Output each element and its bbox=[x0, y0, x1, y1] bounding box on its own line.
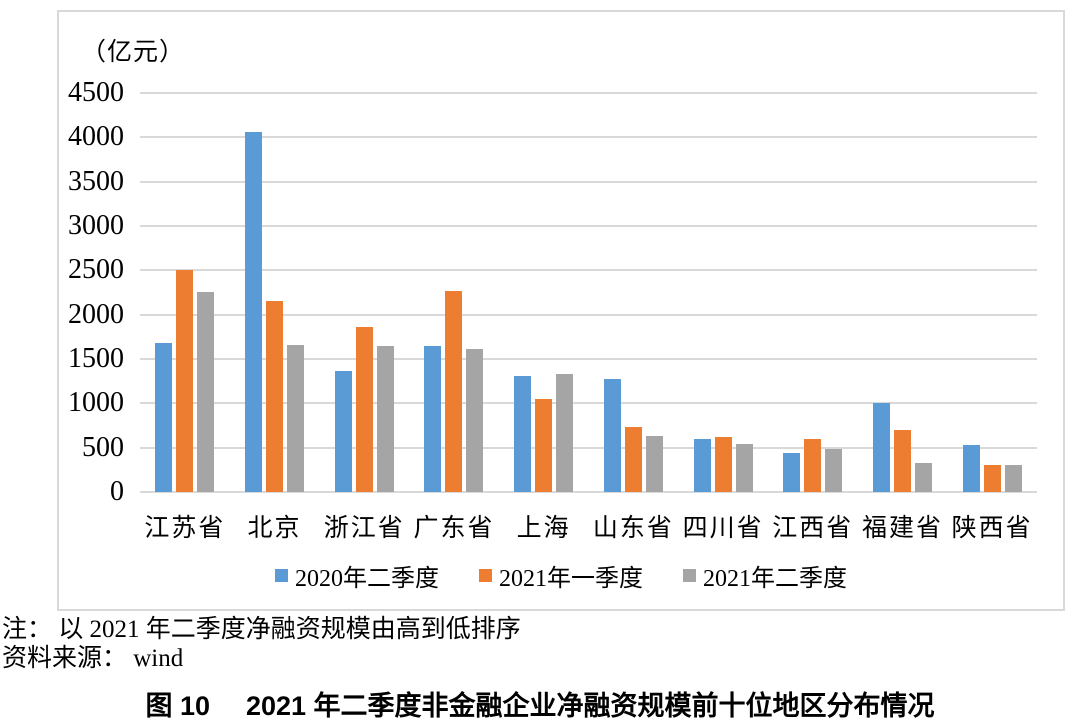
legend-swatch-icon bbox=[683, 569, 696, 582]
y-tick-label: 3000 bbox=[68, 210, 124, 242]
bar bbox=[155, 343, 173, 492]
figure-caption: 图 10 2021 年二季度非金融企业净融资规模前十位地区分布情况 bbox=[0, 684, 1080, 723]
y-tick-label: 0 bbox=[110, 476, 124, 507]
y-tick-label: 3500 bbox=[68, 165, 124, 197]
note-sort-order: 注： 以 2021 年二季度净融资规模由高到低排序 bbox=[2, 616, 521, 643]
bar-group bbox=[499, 93, 589, 492]
bar bbox=[872, 403, 890, 492]
gridline bbox=[140, 491, 1037, 493]
y-tick-label: 1000 bbox=[68, 387, 124, 419]
legend-swatch-icon bbox=[275, 569, 288, 582]
bar-group bbox=[319, 93, 409, 492]
bar bbox=[535, 398, 553, 492]
bar bbox=[914, 462, 932, 492]
bar bbox=[445, 290, 463, 492]
plot-area: 0 500 1000 1500 2000 2500 3000 3500 4000 4500 bbox=[68, 79, 1037, 506]
y-axis-unit-label: （亿元） bbox=[81, 39, 186, 66]
x-axis-labels: 江苏省 北京 浙江省 广东省 上海 山东省 四川省 江西省 福建省 陕西省 bbox=[140, 508, 1037, 544]
gridline bbox=[140, 269, 1037, 272]
gridline bbox=[140, 180, 1037, 183]
bar bbox=[334, 370, 352, 492]
x-axis-label: 陕西省 bbox=[951, 515, 1033, 542]
legend-item: 2021年一季度 bbox=[479, 558, 643, 593]
bar-group bbox=[947, 93, 1037, 492]
bar bbox=[804, 438, 822, 492]
gridline bbox=[140, 402, 1037, 405]
bar bbox=[376, 345, 394, 492]
x-axis-label: 广东省 bbox=[413, 515, 495, 542]
gridline bbox=[140, 313, 1037, 316]
y-tick-label: 2500 bbox=[68, 254, 124, 286]
bar bbox=[645, 436, 663, 492]
x-axis-label: 山东省 bbox=[592, 515, 674, 542]
bar-group bbox=[409, 93, 499, 492]
bar bbox=[783, 453, 801, 492]
legend-item: 2020年二季度 bbox=[275, 558, 439, 593]
gridline bbox=[140, 225, 1037, 228]
bar-group bbox=[768, 93, 858, 492]
legend-item: 2021年二季度 bbox=[683, 558, 847, 593]
bar bbox=[825, 448, 843, 492]
legend-label: 2021年二季度 bbox=[703, 566, 847, 592]
bar bbox=[176, 270, 194, 492]
bar bbox=[624, 427, 642, 492]
gridline bbox=[140, 358, 1037, 361]
bar bbox=[245, 132, 263, 492]
y-axis-tick-labels: 0 500 1000 1500 2000 2500 3000 3500 4000 4500 bbox=[34, 79, 124, 506]
x-axis-label: 福建省 bbox=[861, 515, 943, 542]
figure-number: 图 10 bbox=[145, 691, 210, 721]
legend-label: 2020年二季度 bbox=[295, 566, 439, 592]
gridline bbox=[140, 92, 1037, 94]
bar bbox=[266, 301, 284, 492]
y-tick-label: 500 bbox=[82, 431, 124, 463]
bar-group bbox=[589, 93, 679, 492]
x-axis-label: 江西省 bbox=[772, 515, 854, 542]
bar bbox=[1004, 464, 1022, 492]
bar bbox=[466, 349, 484, 492]
bar bbox=[287, 344, 305, 492]
chart-frame: （亿元） 0 500 1000 1500 2000 2500 3000 3500 4000 450… bbox=[57, 10, 1065, 611]
y-tick-label: 4000 bbox=[68, 121, 124, 153]
bar bbox=[962, 445, 980, 492]
bar bbox=[735, 444, 753, 492]
bar-group bbox=[678, 93, 768, 492]
bar bbox=[197, 291, 215, 492]
x-axis-label: 北京 bbox=[247, 515, 302, 542]
gridline bbox=[140, 446, 1037, 449]
legend-swatch-icon bbox=[479, 569, 492, 582]
bar bbox=[693, 438, 711, 492]
bar-groups bbox=[140, 93, 1037, 492]
gridline bbox=[140, 136, 1037, 139]
bar bbox=[355, 327, 373, 492]
x-axis-label: 上海 bbox=[516, 515, 571, 542]
bar bbox=[424, 345, 442, 492]
bar bbox=[893, 429, 911, 492]
bar bbox=[714, 437, 732, 492]
chart-legend: 2020年二季度 2021年一季度 2021年二季度 bbox=[59, 558, 1063, 593]
y-tick-label: 4500 bbox=[68, 77, 124, 108]
chart-notes: 注： 以 2021 年二季度净融资规模由高到低排序 资料来源： wind bbox=[2, 615, 521, 673]
x-axis-label: 江苏省 bbox=[144, 515, 226, 542]
bar bbox=[556, 374, 574, 492]
bar-group bbox=[140, 93, 230, 492]
x-axis-label: 浙江省 bbox=[323, 515, 405, 542]
legend-label: 2021年一季度 bbox=[499, 566, 643, 592]
gridlines bbox=[140, 92, 1037, 493]
figure-title: 2021 年二季度非金融企业净融资规模前十位地区分布情况 bbox=[245, 691, 935, 721]
note-data-source: 资料来源： wind bbox=[2, 645, 184, 672]
bar bbox=[514, 375, 532, 492]
bar-group bbox=[230, 93, 320, 492]
bar bbox=[983, 465, 1001, 492]
x-axis-label: 四川省 bbox=[682, 515, 764, 542]
y-tick-label: 2000 bbox=[68, 298, 124, 330]
y-tick-label: 1500 bbox=[68, 343, 124, 375]
bar-group bbox=[858, 93, 948, 492]
bar bbox=[603, 379, 621, 492]
